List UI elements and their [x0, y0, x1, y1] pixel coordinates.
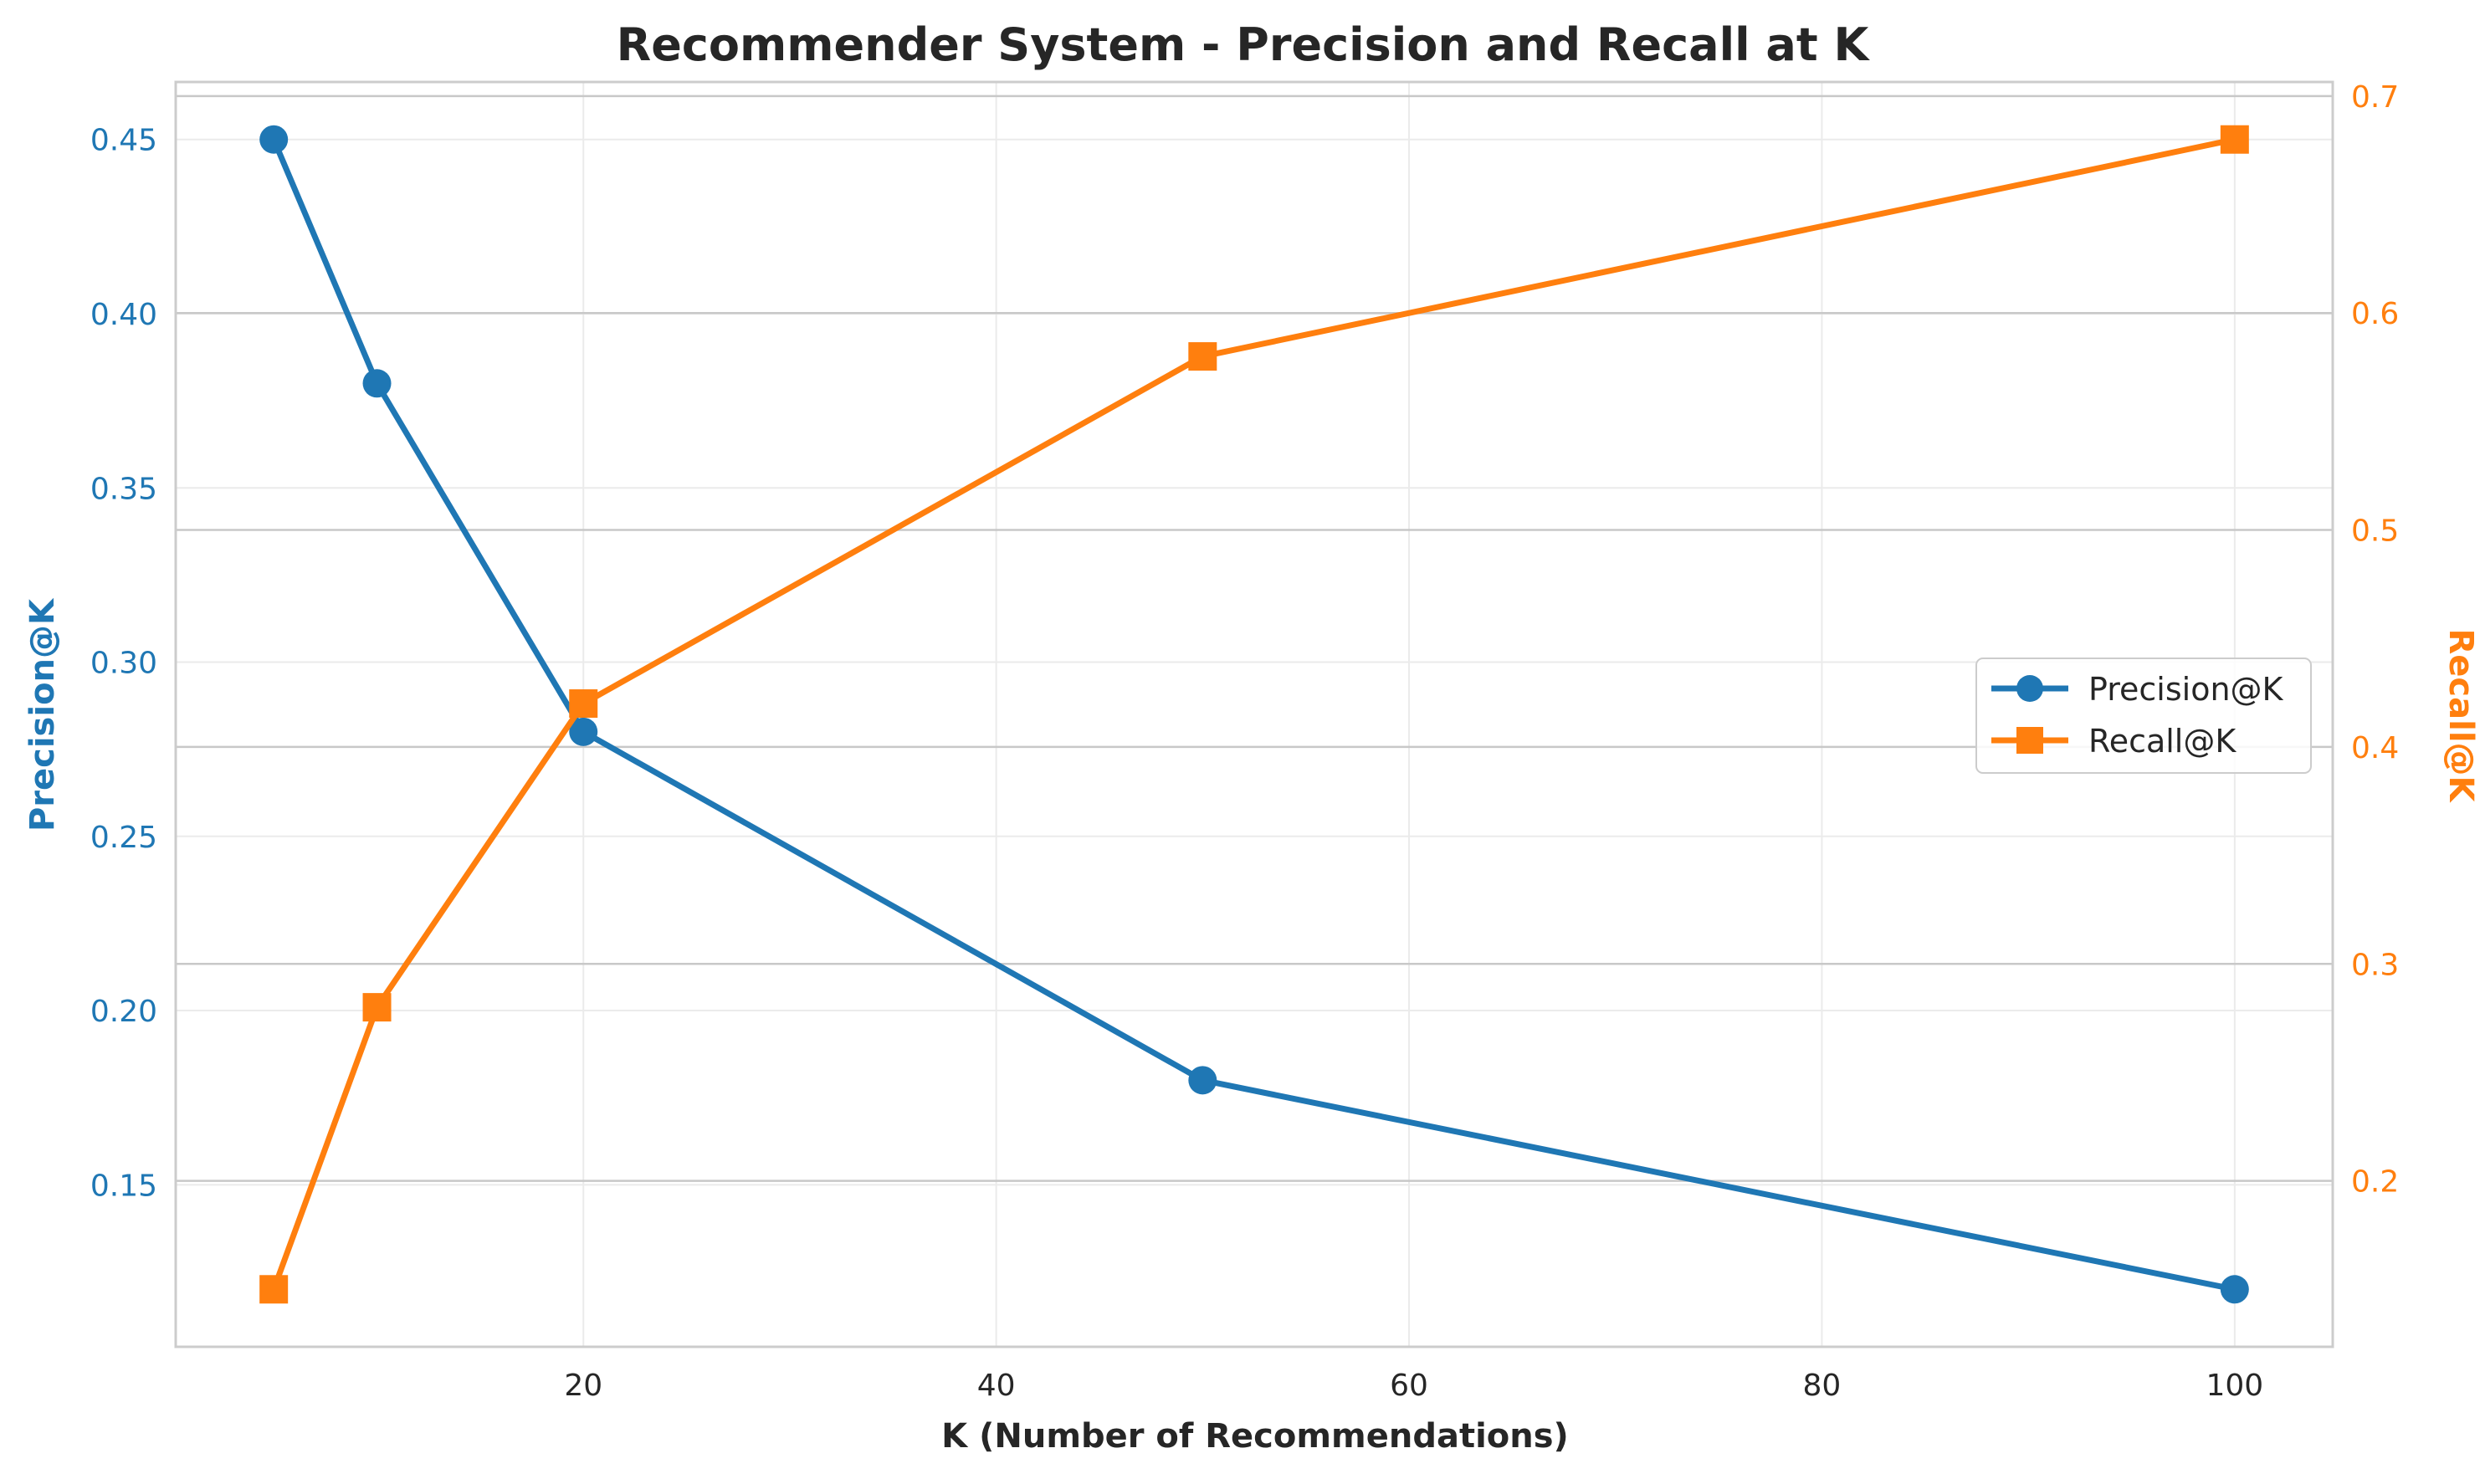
precision-point: [1188, 1066, 1217, 1095]
y-tick-label-left: 0.20: [90, 995, 157, 1029]
x-tick-label: 40: [977, 1369, 1016, 1403]
y-tick-label-left: 0.15: [90, 1169, 157, 1203]
y-tick-label-right: 0.3: [2351, 948, 2399, 982]
precision-point: [569, 717, 598, 746]
y-tick-label-right: 0.5: [2351, 514, 2399, 549]
y-axis-label-left: Precision@K: [23, 597, 62, 832]
legend-precision-label: Precision@K: [2088, 671, 2284, 708]
y-tick-label-left: 0.35: [90, 472, 157, 506]
y-tick-label-right: 0.2: [2351, 1165, 2399, 1200]
recall-point: [259, 1275, 289, 1304]
recall-point: [362, 993, 392, 1022]
x-tick-label: 60: [1390, 1369, 1428, 1403]
chart-title: Recommender System - Precision and Recal…: [617, 18, 1871, 71]
recall-point: [1188, 342, 1217, 371]
y-tick-label-right: 0.7: [2351, 80, 2399, 115]
legend: Precision@K Recall@K: [1975, 658, 2312, 774]
y-tick-label-right: 0.4: [2351, 731, 2399, 765]
recall-point: [569, 689, 598, 719]
plot-frame: [174, 80, 2334, 1348]
y-tick-label-left: 0.45: [90, 124, 157, 158]
y-tick-label-left: 0.30: [90, 647, 157, 681]
y-tick-label-left: 0.25: [90, 821, 157, 855]
precision-point: [362, 369, 392, 398]
y-tick-label-left: 0.40: [90, 298, 157, 332]
precision-point: [259, 125, 289, 154]
legend-recall-label: Recall@K: [2088, 723, 2236, 760]
y-axis-label-right: Recall@K: [2441, 628, 2480, 803]
precision-point: [2220, 1275, 2249, 1304]
x-tick-label: 100: [2206, 1369, 2263, 1403]
x-axis-label: K (Number of Recommendations): [941, 1417, 1569, 1456]
x-tick-label: 20: [564, 1369, 602, 1403]
recall-point: [2220, 125, 2249, 154]
legend-precision-marker: [2016, 675, 2043, 702]
legend-recall-marker: [2016, 727, 2043, 754]
y-tick-label-right: 0.6: [2351, 297, 2399, 331]
x-tick-label: 80: [1803, 1369, 1842, 1403]
